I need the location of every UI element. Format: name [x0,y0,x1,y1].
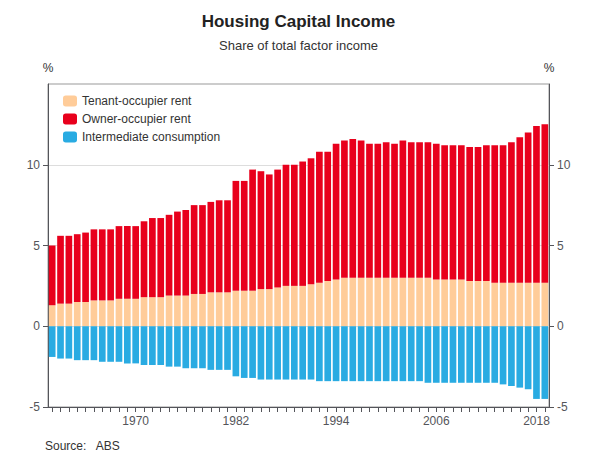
svg-text:10: 10 [27,158,41,172]
svg-text:0: 0 [33,319,40,333]
svg-text:-5: -5 [29,400,40,414]
svg-text:%: % [43,61,54,75]
svg-text:-5: -5 [557,400,568,414]
svg-text:10: 10 [557,158,571,172]
svg-text:2006: 2006 [423,414,450,428]
svg-text:1994: 1994 [323,414,350,428]
svg-text:1982: 1982 [223,414,250,428]
svg-text:Tenant-occupier rent: Tenant-occupier rent [82,94,192,108]
svg-text:5: 5 [557,239,564,253]
svg-text:0: 0 [557,319,564,333]
svg-text:%: % [544,61,555,75]
svg-text:Owner-occupier rent: Owner-occupier rent [82,112,191,126]
svg-text:2018: 2018 [523,414,550,428]
svg-text:5: 5 [33,239,40,253]
svg-text:Intermediate consumption: Intermediate consumption [82,130,220,144]
svg-text:Housing Capital Income: Housing Capital Income [202,12,396,31]
svg-text:1970: 1970 [122,414,149,428]
svg-text:Source: ABS: Source: ABS [45,439,120,453]
svg-text:Share of total factor income: Share of total factor income [219,38,378,53]
